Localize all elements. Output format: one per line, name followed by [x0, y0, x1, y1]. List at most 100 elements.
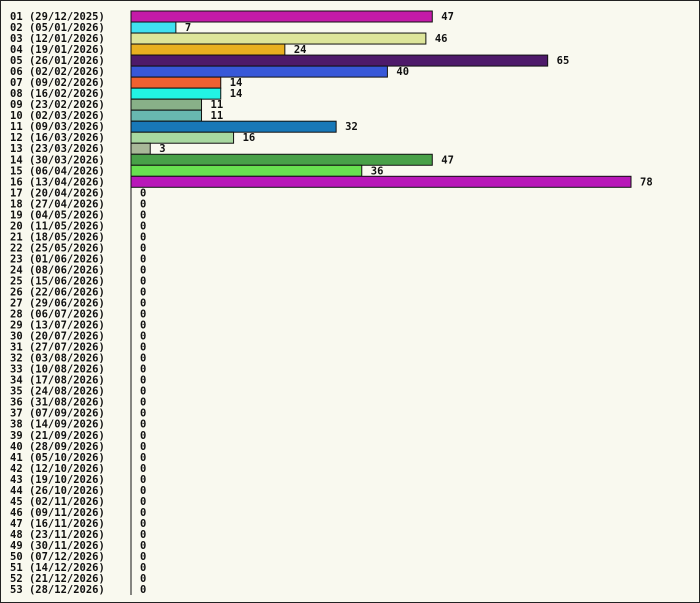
data-label: 32 [345, 121, 358, 133]
data-label: 0 [140, 529, 146, 541]
category-label: 27 (29/06/2026) [10, 298, 105, 310]
bar [130, 120, 337, 133]
category-label: 41 (05/10/2026) [10, 452, 105, 464]
data-label: 0 [140, 584, 146, 596]
data-label: 3 [159, 143, 165, 155]
bar [130, 21, 177, 34]
data-label: 46 [435, 33, 448, 45]
category-label: 36 (31/08/2026) [10, 397, 105, 409]
bar [130, 142, 151, 155]
category-label: 08 (16/02/2026) [10, 88, 105, 100]
data-label: 0 [140, 430, 146, 442]
data-label: 0 [140, 485, 146, 497]
data-label: 0 [140, 496, 146, 508]
data-label: 0 [140, 419, 146, 431]
category-label: 44 (26/10/2026) [10, 485, 105, 497]
category-label: 39 (21/09/2026) [10, 430, 105, 442]
data-label: 14 [230, 77, 243, 89]
data-label: 7 [185, 22, 191, 34]
data-label: 47 [441, 11, 454, 23]
category-label: 50 (07/12/2026) [10, 551, 105, 563]
data-label: 0 [140, 518, 146, 530]
category-label: 34 (17/08/2026) [10, 375, 105, 387]
data-label: 0 [140, 364, 146, 376]
category-label: 07 (09/02/2026) [10, 77, 105, 89]
data-label: 0 [140, 253, 146, 265]
category-label: 52 (21/12/2026) [10, 573, 105, 585]
data-label: 0 [140, 231, 146, 243]
data-label: 0 [140, 386, 146, 398]
bar [130, 32, 427, 45]
data-label: 0 [140, 331, 146, 343]
category-label: 30 (20/07/2026) [10, 331, 105, 343]
category-label: 16 (13/04/2026) [10, 176, 105, 188]
category-label: 26 (22/06/2026) [10, 287, 105, 299]
data-label: 0 [140, 309, 146, 321]
data-label: 47 [441, 154, 454, 166]
category-label: 43 (19/10/2026) [10, 474, 105, 486]
data-label: 0 [140, 187, 146, 199]
category-label: 20 (11/05/2026) [10, 220, 105, 232]
data-label: 0 [140, 264, 146, 276]
category-label: 29 (13/07/2026) [10, 320, 105, 332]
category-label: 19 (04/05/2026) [10, 209, 105, 221]
category-label: 38 (14/09/2026) [10, 419, 105, 431]
data-label: 65 [557, 55, 570, 67]
bar [130, 54, 549, 67]
category-label: 13 (23/03/2026) [10, 143, 105, 155]
category-label: 17 (20/04/2026) [10, 187, 105, 199]
bar [130, 131, 235, 144]
data-label: 0 [140, 452, 146, 464]
data-label: 11 [211, 110, 224, 122]
data-label: 11 [211, 99, 224, 111]
category-label: 47 (16/11/2026) [10, 518, 105, 530]
category-label: 02 (05/01/2026) [10, 22, 105, 34]
category-label: 45 (02/11/2026) [10, 496, 105, 508]
data-label: 0 [140, 463, 146, 475]
category-label: 42 (12/10/2026) [10, 463, 105, 475]
data-label: 0 [140, 198, 146, 210]
category-label: 28 (06/07/2026) [10, 309, 105, 321]
bar [130, 76, 222, 89]
data-label: 0 [140, 540, 146, 552]
category-label: 40 (28/09/2026) [10, 441, 105, 453]
category-label: 48 (23/11/2026) [10, 529, 105, 541]
category-label: 23 (01/06/2026) [10, 253, 105, 265]
category-label: 46 (09/11/2026) [10, 507, 105, 519]
data-label: 0 [140, 441, 146, 453]
category-label: 05 (26/01/2026) [10, 55, 105, 67]
data-label: 0 [140, 474, 146, 486]
category-label: 09 (23/02/2026) [10, 99, 105, 111]
data-label: 0 [140, 220, 146, 232]
data-label: 0 [140, 342, 146, 354]
data-label: 0 [140, 562, 146, 574]
data-label: 0 [140, 375, 146, 387]
category-label: 33 (10/08/2026) [10, 364, 105, 376]
category-label: 11 (09/03/2026) [10, 121, 105, 133]
category-label: 01 (29/12/2025) [10, 11, 105, 23]
bar [130, 98, 203, 111]
bar [130, 43, 286, 56]
bar [130, 87, 222, 100]
data-label: 0 [140, 551, 146, 563]
data-label: 0 [140, 287, 146, 299]
category-label: 03 (12/01/2026) [10, 33, 105, 45]
data-label: 0 [140, 275, 146, 287]
category-label: 22 (25/05/2026) [10, 242, 105, 254]
category-label: 06 (02/02/2026) [10, 66, 105, 78]
bar [130, 175, 632, 188]
category-label: 49 (30/11/2026) [10, 540, 105, 552]
category-label: 31 (27/07/2026) [10, 342, 105, 354]
category-label: 32 (03/08/2026) [10, 353, 105, 365]
category-label: 18 (27/04/2026) [10, 198, 105, 210]
category-label: 21 (18/05/2026) [10, 231, 105, 243]
data-label: 14 [230, 88, 243, 100]
data-label: 24 [294, 44, 307, 56]
category-label: 24 (08/06/2026) [10, 264, 105, 276]
bar [130, 65, 388, 78]
data-label: 0 [140, 353, 146, 365]
category-label: 37 (07/09/2026) [10, 408, 105, 420]
bar [130, 10, 433, 23]
